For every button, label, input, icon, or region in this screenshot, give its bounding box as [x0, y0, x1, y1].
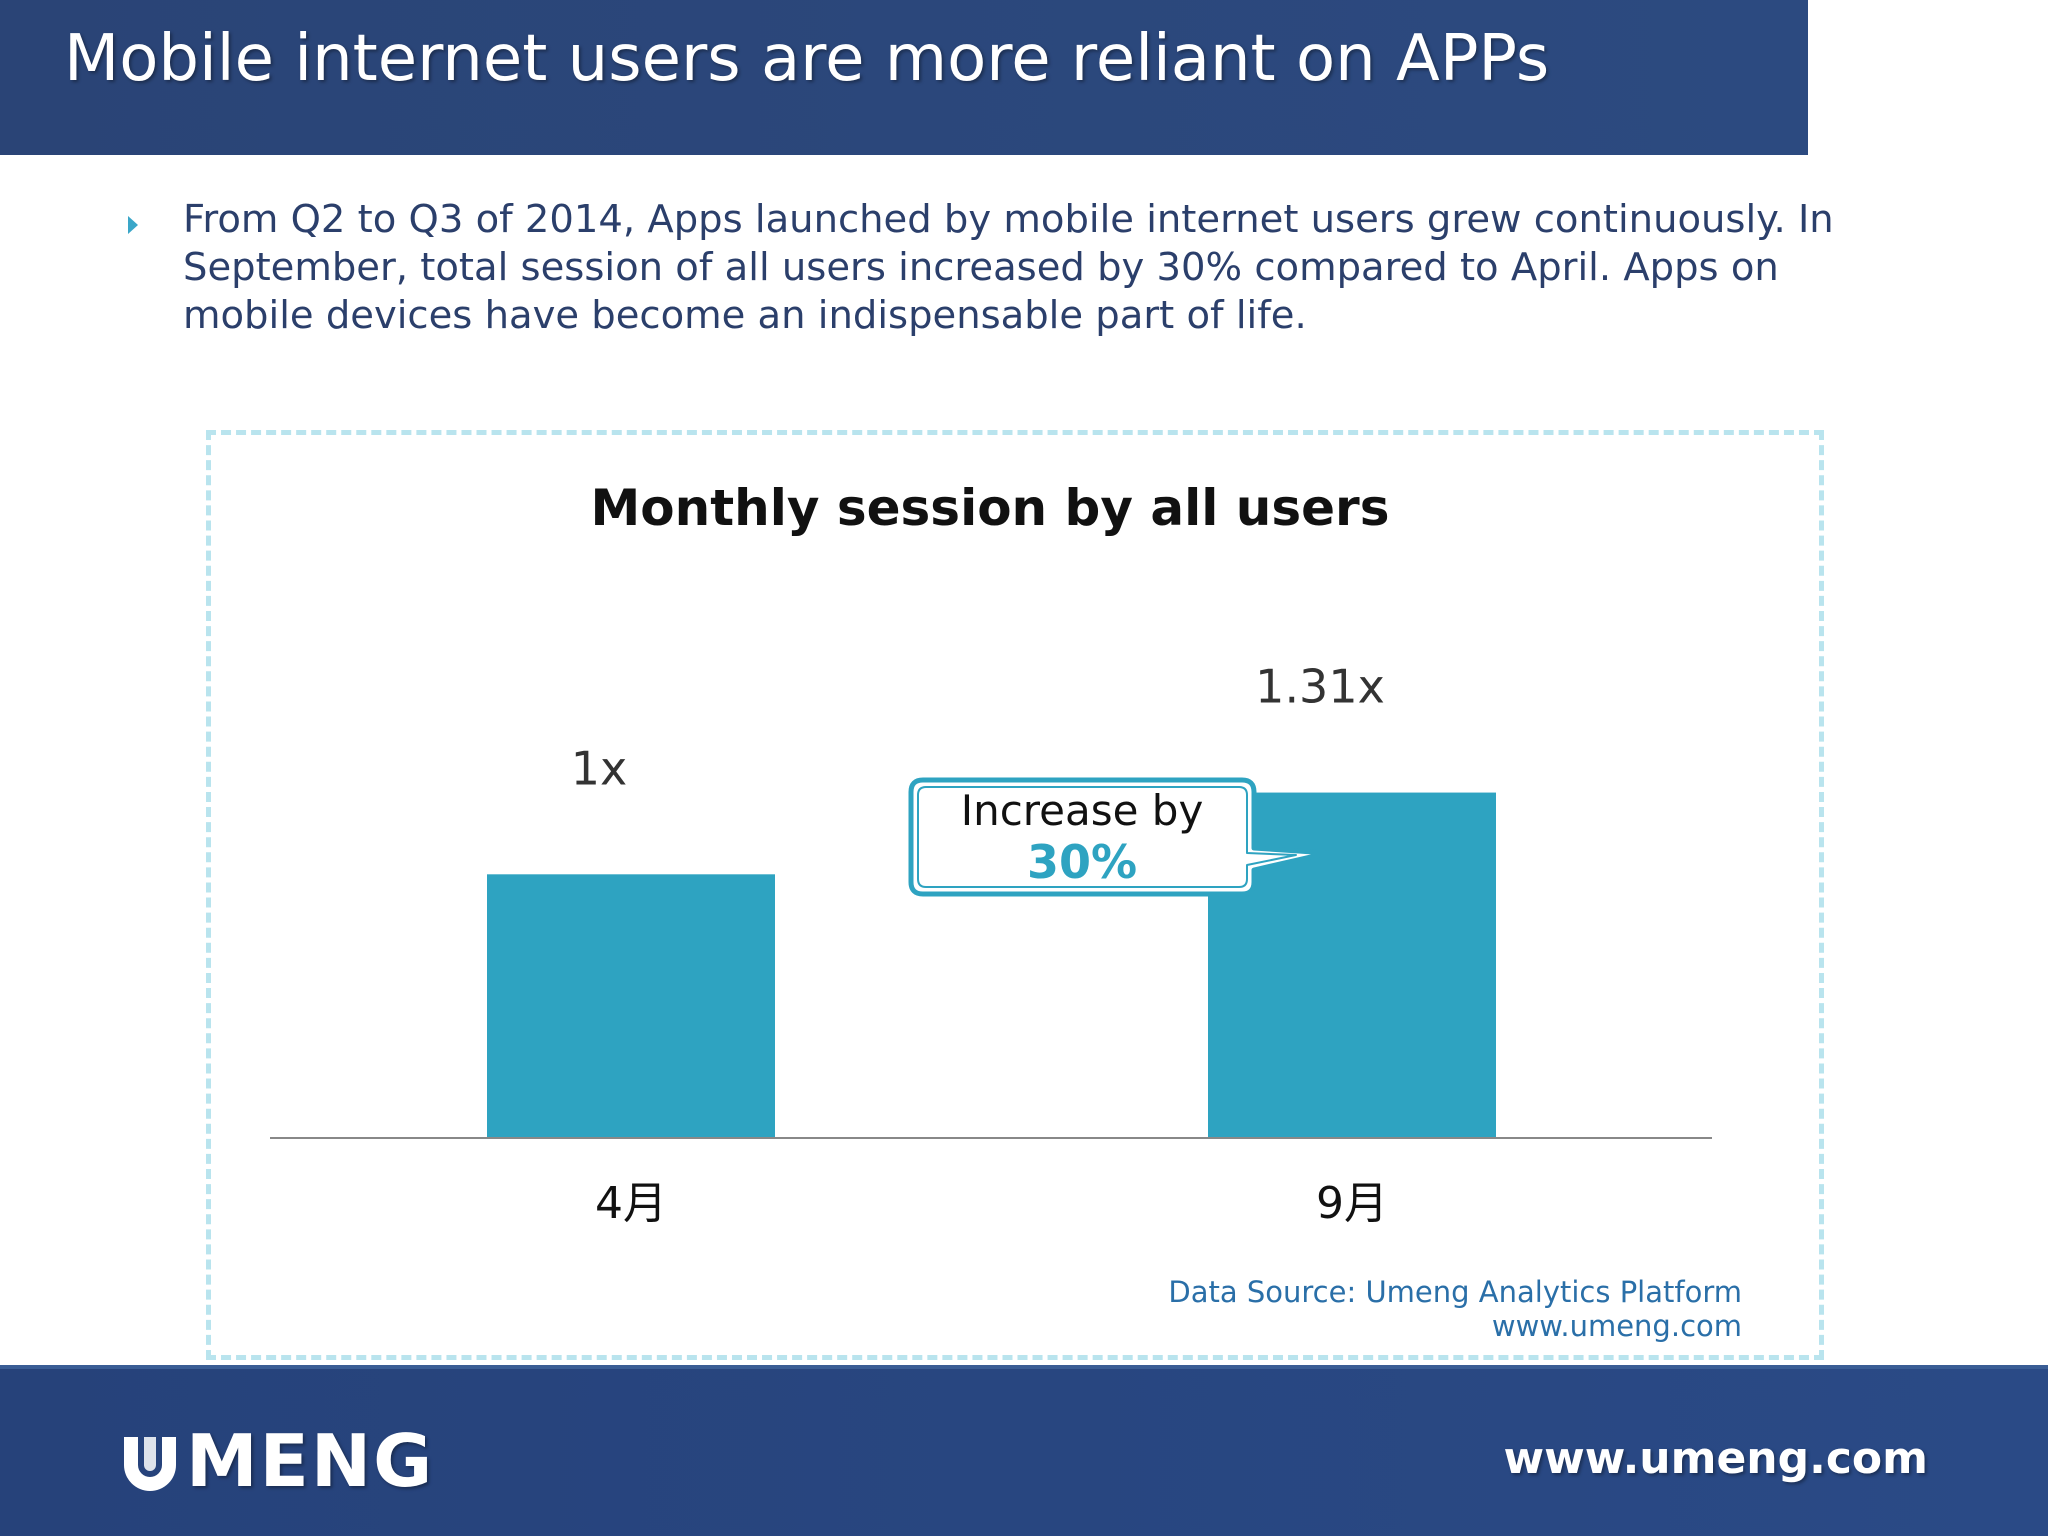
page-title: Mobile internet users are more reliant o… [64, 22, 1550, 96]
chart-title: Monthly session by all users [591, 479, 1390, 537]
data-label-2: 1.31x [1255, 660, 1385, 714]
footer-bar: MENG www.umeng.com [0, 1365, 2048, 1536]
bars-layer: 1x 4月 1.31x 9月 [487, 660, 1496, 1229]
callout-bubble [908, 777, 1331, 897]
category-label-1: 4月 [595, 1178, 667, 1229]
data-source-line2: www.umeng.com [1492, 1309, 1742, 1343]
bullet-arrow-icon [128, 216, 138, 234]
umeng-u-icon [124, 1437, 176, 1491]
umeng-logo: MENG [118, 1425, 434, 1497]
callout-line1: Increase by [961, 786, 1204, 835]
title-bar: Mobile internet users are more reliant o… [0, 0, 1808, 155]
callout-bubble-inner [917, 786, 1297, 888]
data-source-line1: Data Source: Umeng Analytics Platform [1168, 1275, 1742, 1309]
chart-frame [206, 430, 1824, 1360]
bullet-text: From Q2 to Q3 of 2014, Apps launched by … [183, 197, 1834, 338]
increase-callout: Increase by 30% [908, 777, 1331, 897]
logo-wordmark: MENG [186, 1419, 435, 1503]
bar-1 [487, 874, 775, 1138]
category-label-2: 9月 [1316, 1178, 1388, 1229]
data-label-1: 1x [571, 741, 628, 795]
footer-url[interactable]: www.umeng.com [1503, 1433, 1928, 1484]
callout-line2: 30% [1027, 835, 1137, 889]
footer-divider [0, 1365, 2048, 1369]
